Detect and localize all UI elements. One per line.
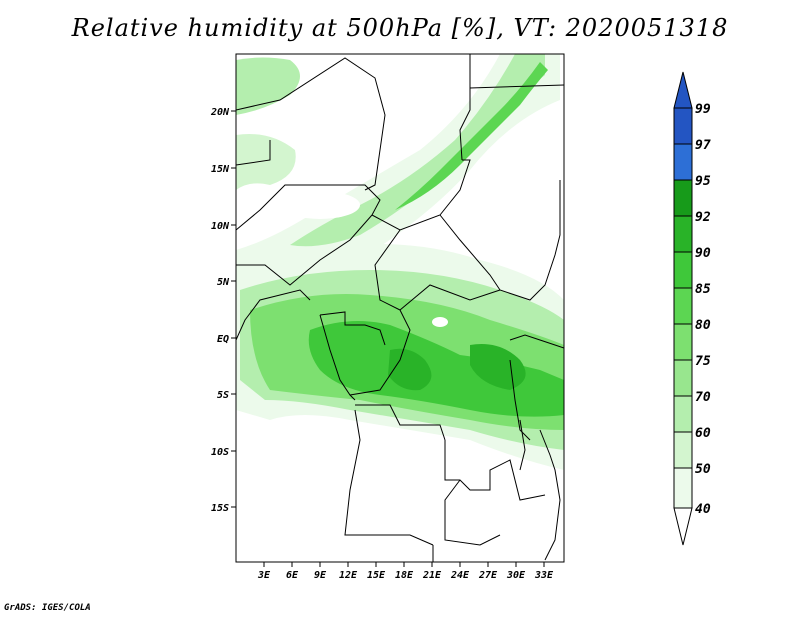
- rh-area-85-central: [308, 321, 564, 417]
- lat-tick-labels: 20N 15N 10N 5N EQ 5S 10S 15S: [210, 107, 230, 514]
- colorbar-segment: [673, 179, 693, 217]
- colorbar-segment: [673, 287, 693, 325]
- map-frame: [235, 53, 565, 563]
- lon-tick-labels: 3E 6E 9E 12E 15E 18E 21E 24E 27E 30E 33E: [257, 570, 554, 581]
- lat-tick-label: EQ: [217, 334, 229, 345]
- colorbar-label: 85: [695, 282, 711, 297]
- colorbar: 99 97 95 92 90 85 80 75 70 60 50 40: [673, 71, 711, 546]
- lat-tick-label: 10N: [211, 221, 230, 232]
- lon-tick-label: 27E: [478, 570, 498, 581]
- rh-area-nw2: [236, 134, 296, 190]
- lon-tick-label: 9E: [314, 570, 327, 581]
- colorbar-label: 90: [695, 246, 711, 261]
- humidity-field: [236, 54, 564, 470]
- rh-area-90-east: [470, 344, 526, 390]
- colorbar-segment: [673, 323, 693, 361]
- country-borders: [236, 54, 564, 562]
- colorbar-label: 99: [695, 102, 711, 117]
- rh-area-90-central: [388, 348, 432, 391]
- lat-tick-label: 5S: [217, 390, 229, 401]
- lon-tick-label: 24E: [450, 570, 470, 581]
- lat-tick-label: 20N: [210, 107, 230, 118]
- colorbar-label: 75: [695, 354, 711, 369]
- lon-tick-label: 6E: [286, 570, 299, 581]
- colorbar-label: 40: [695, 502, 711, 517]
- colorbar-segment: [673, 395, 693, 433]
- colorbar-segment: [673, 143, 693, 181]
- colorbar-segment: [673, 215, 693, 253]
- rh-area-80: [395, 62, 548, 210]
- colorbar-segment: [673, 431, 693, 469]
- lon-tick-label: 33E: [534, 570, 554, 581]
- rh-area-60: [290, 54, 545, 247]
- lon-tick-label: 3E: [257, 570, 271, 581]
- lon-tick-label: 15E: [367, 570, 386, 581]
- lat-tick-label: 15S: [211, 503, 229, 514]
- rh-dry-spot: [432, 317, 448, 327]
- colorbar-segment: [673, 251, 693, 289]
- axis-ticks: [231, 110, 545, 567]
- colorbar-label: 95: [695, 174, 711, 189]
- rh-area-nw: [236, 57, 300, 115]
- lon-tick-label: 12E: [339, 570, 358, 581]
- lat-tick-label: 5N: [217, 277, 230, 288]
- colorbar-label: 60: [695, 426, 711, 441]
- colorbar-segment: [673, 359, 693, 397]
- lon-tick-label: 18E: [395, 570, 414, 581]
- colorbar-segment: [673, 467, 693, 509]
- rh-dry-spot-north: [280, 191, 360, 219]
- lat-tick-label: 10S: [211, 447, 229, 458]
- colorbar-under-triangle: [673, 507, 693, 546]
- colorbar-label: 97: [695, 138, 711, 153]
- colorbar-segment: [673, 107, 693, 145]
- colorbar-label: 80: [695, 318, 711, 333]
- colorbar-label: 92: [695, 210, 711, 225]
- colorbar-label: 50: [695, 462, 711, 477]
- grads-credit: GrADS: IGES/COLA: [4, 603, 91, 613]
- colorbar-over-triangle: [673, 71, 693, 109]
- colorbar-label: 70: [695, 390, 711, 405]
- lat-tick-label: 15N: [211, 164, 230, 175]
- lon-tick-label: 30E: [506, 570, 526, 581]
- lon-tick-label: 21E: [422, 570, 442, 581]
- map-title: Relative humidity at 500hPa [%], VT: 202…: [71, 14, 729, 42]
